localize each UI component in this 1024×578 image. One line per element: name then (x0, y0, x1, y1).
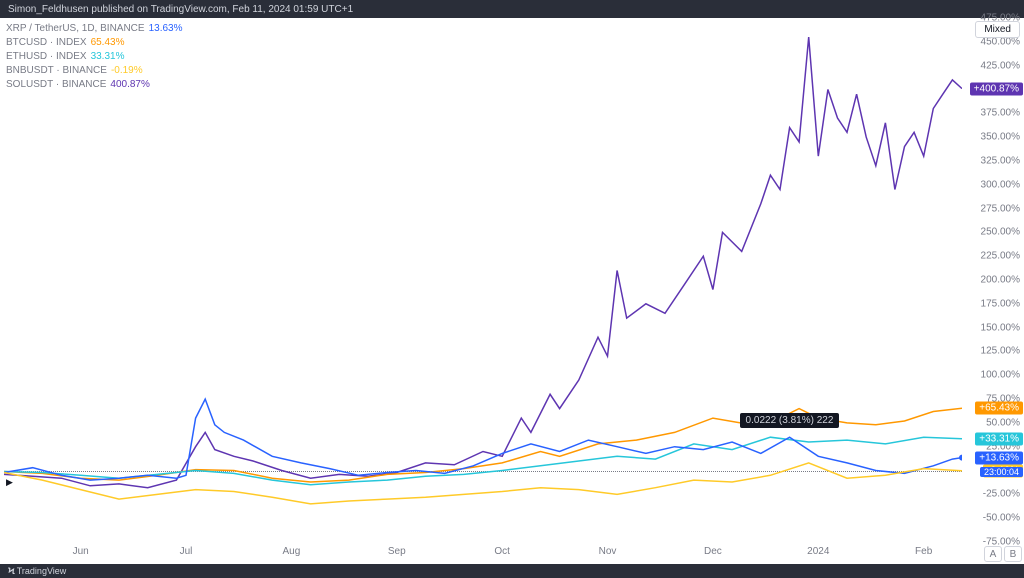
x-tick-label: Sep (388, 546, 406, 557)
x-tick-label: Feb (915, 546, 932, 557)
legend: XRP / TetherUS, 1D, BINANCE13.63%BTCUSD … (6, 22, 183, 92)
legend-row[interactable]: BTCUSD · INDEX65.43% (6, 36, 183, 50)
line-plot-svg (4, 18, 962, 542)
y-tick-label: 325.00% (981, 155, 1020, 166)
y-tick-label: 275.00% (981, 203, 1020, 214)
y-tick-label: 175.00% (981, 298, 1020, 309)
y-tick-label: 225.00% (981, 251, 1020, 262)
y-tick-label: 100.00% (981, 370, 1020, 381)
x-tick-label: Nov (599, 546, 617, 557)
x-tick-label: Aug (282, 546, 300, 557)
auto-scale-button[interactable]: A (984, 546, 1002, 562)
x-tick-label: Oct (494, 546, 510, 557)
legend-row[interactable]: BNBUSDT · BINANCE-0.19% (6, 64, 183, 78)
tradingview-logo-icon: Ϟ (8, 566, 15, 576)
x-tick-label: Jul (180, 546, 193, 557)
chart-container: XRP / TetherUS, 1D, BINANCE13.63%BTCUSD … (0, 18, 1024, 564)
scale-mode-button[interactable]: Mixed (975, 21, 1020, 38)
log-scale-button[interactable]: B (1004, 546, 1022, 562)
y-tick-label: -25.00% (983, 489, 1020, 500)
price-tooltip: 0.0222 (3.81%) 222 (740, 413, 840, 428)
y-tick-label: 350.00% (981, 132, 1020, 143)
y-tick-label: 150.00% (981, 322, 1020, 333)
x-tick-label: 2024 (807, 546, 829, 557)
y-tick-label: 50.00% (986, 417, 1020, 428)
price-badge: +65.43% (975, 402, 1023, 415)
y-tick-label: -50.00% (983, 513, 1020, 524)
x-axis: Jun Jul Aug Sep Oct Nov Dec 2024 Feb (4, 542, 962, 564)
y-tick-label: 250.00% (981, 227, 1020, 238)
y-tick-label: 125.00% (981, 346, 1020, 357)
series-xrp[interactable] (4, 399, 962, 480)
y-tick-label: 425.00% (981, 60, 1020, 71)
brand-label: TradingView (17, 566, 67, 576)
x-tick-label: Dec (704, 546, 722, 557)
y-tick-label: 300.00% (981, 179, 1020, 190)
y-tick-label: 375.00% (981, 108, 1020, 119)
legend-row[interactable]: ETHUSD · INDEX33.31% (6, 50, 183, 64)
y-tick-label: 200.00% (981, 275, 1020, 286)
y-axis: 475.00%450.00%425.00%400.00%375.00%350.0… (962, 18, 1024, 542)
x-tick-label: Jun (73, 546, 89, 557)
series-bnb[interactable] (4, 463, 962, 504)
bar-countdown: 23:00:04 (980, 467, 1023, 477)
publisher-bar: Simon_Feldhusen published on TradingView… (0, 0, 1024, 18)
footer-bar: Ϟ TradingView (0, 564, 1024, 578)
expand-arrow-icon[interactable]: ▶ (6, 477, 13, 488)
price-badge: +13.63% (975, 451, 1023, 464)
price-badge: +33.31% (975, 432, 1023, 445)
legend-row[interactable]: XRP / TetherUS, 1D, BINANCE13.63% (6, 22, 183, 36)
publisher-text: Simon_Feldhusen published on TradingView… (8, 4, 353, 15)
chart-plot-area[interactable]: 0.0222 (3.81%) 222 ▶ (4, 18, 962, 542)
price-badge: +400.87% (970, 82, 1023, 95)
legend-row[interactable]: SOLUSDT · BINANCE400.87% (6, 78, 183, 92)
